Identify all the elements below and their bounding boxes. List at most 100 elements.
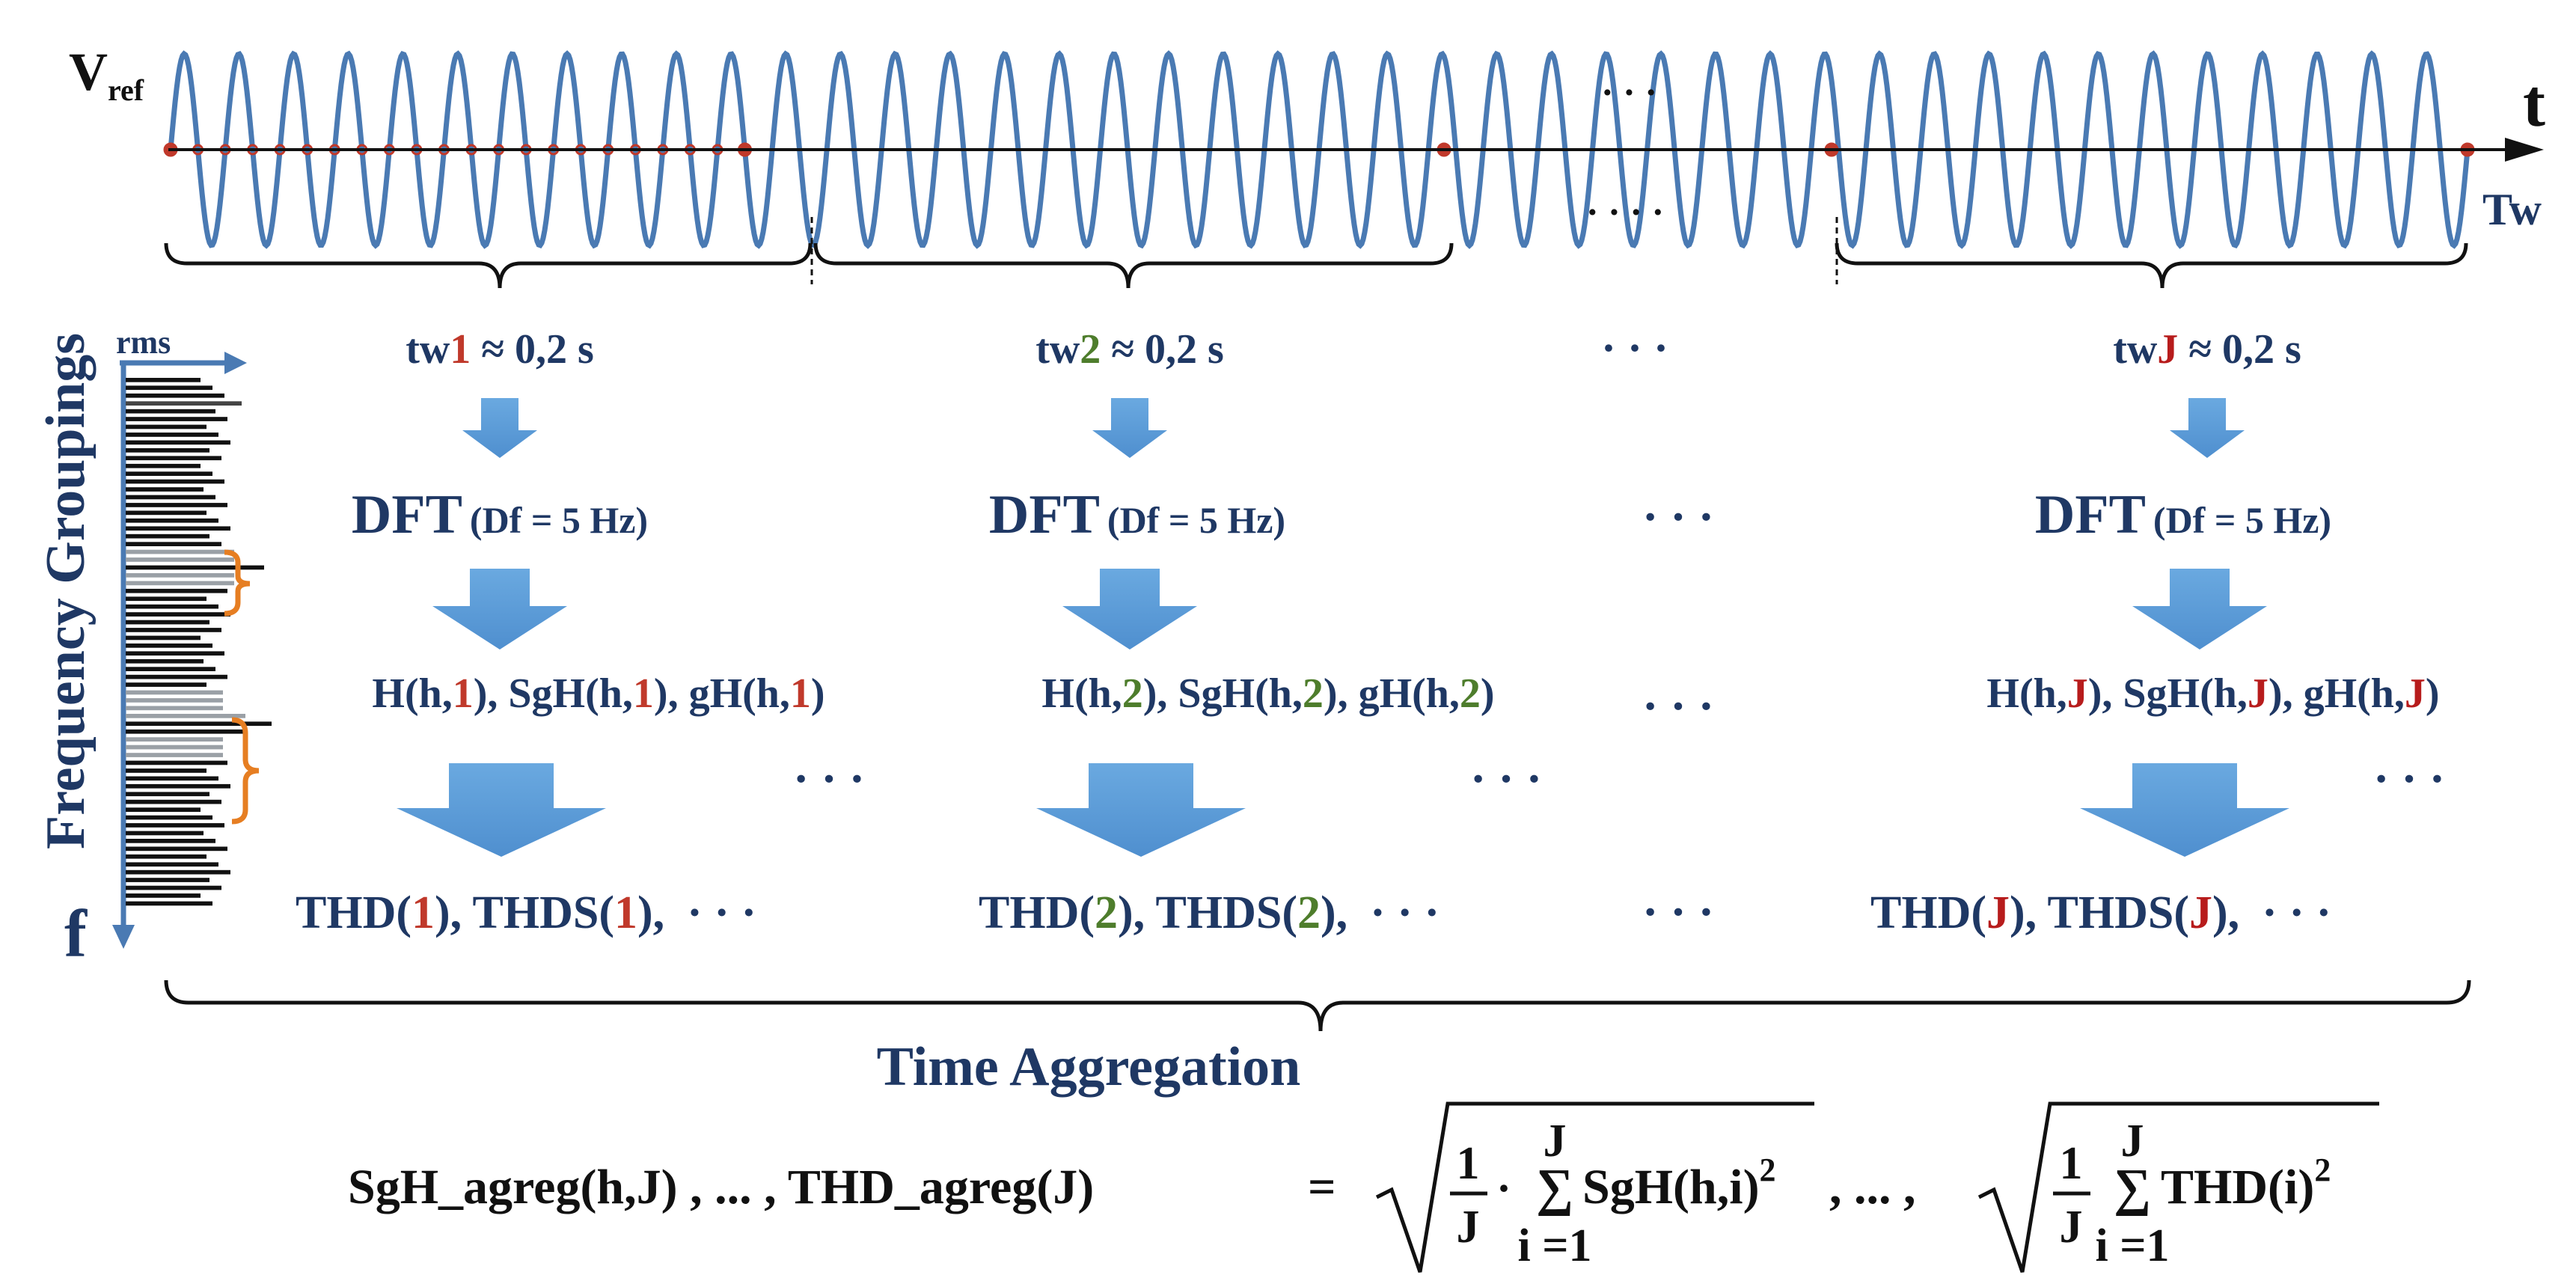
spectrum-bar — [126, 674, 227, 679]
sum-lower-1: i =1 — [1517, 1220, 1591, 1271]
aggregation-formula: SgH_agreg(h,J) , ... , THD_agreg(J) = 1 … — [348, 1101, 2379, 1273]
fraction-numerator-2: 1 — [2060, 1138, 2083, 1189]
window-brace-J — [1835, 242, 2468, 289]
spectrum-bar — [126, 644, 212, 648]
fraction-denominator-2: J — [2060, 1202, 2083, 1253]
spectrum-bar — [126, 401, 242, 406]
group-bracket-1 — [224, 549, 251, 617]
spectrum-bar — [126, 549, 234, 554]
spectrum-bar — [126, 714, 245, 718]
spectrum-bar — [126, 901, 212, 906]
harmonics-label-1: H(h,1), SgH(h,1), gH(h,1) — [372, 670, 824, 717]
gap-ellipsis-arrow-2: · · · — [1470, 752, 1542, 805]
spectrum-bar — [126, 557, 234, 562]
arrow-dft-harm-2 — [1062, 569, 1197, 649]
spectrum-bar — [126, 534, 209, 539]
spectrum-bar — [126, 440, 230, 445]
spectrum-bar — [126, 682, 206, 687]
fraction-denominator-1: J — [1457, 1202, 1480, 1253]
formula-separator: , ... , — [1829, 1160, 1916, 1214]
spectrum-bar — [126, 729, 245, 734]
arrow-harm-thd-J — [2080, 763, 2289, 857]
signal-ellipsis-bottom: · · · · — [1586, 191, 1664, 233]
spectrum-bars — [126, 378, 272, 906]
spectrum-bar — [126, 815, 212, 820]
rms-label: rms — [116, 324, 171, 361]
tw-label-1: tw1 ≈ 0,2 s — [406, 326, 594, 373]
spectrum-bar — [126, 620, 209, 625]
spectrum-bar — [126, 503, 227, 507]
group-bracket-2 — [231, 717, 260, 825]
arrow-tw-dft-J — [2170, 398, 2245, 458]
sum-upper-2: J — [2121, 1116, 2144, 1167]
spectrum-bar — [126, 862, 218, 867]
spectrum-bar — [126, 823, 224, 828]
spectrum-bar — [126, 393, 224, 398]
sum-upper-1: J — [1544, 1116, 1567, 1167]
spectrum-bar — [126, 596, 206, 602]
gap-ellipsis-arrow-1: · · · — [793, 752, 865, 805]
spectrum-bar — [126, 448, 209, 453]
spectrum-bar — [126, 807, 201, 812]
spectrum-bar — [126, 885, 221, 890]
frequency-axis-label: f — [64, 897, 88, 971]
spectrum-bar — [126, 854, 206, 859]
dft-label-1: DFT (Df = 5 Hz) — [352, 484, 648, 545]
spectrum-bar — [126, 635, 201, 641]
spectrum-bar — [126, 581, 234, 586]
window-column-2: tw2 ≈ 0,2 s DFT (Df = 5 Hz) H(h,2), SgH(h… — [979, 326, 1495, 938]
signal-ellipsis-top: · · · — [1601, 71, 1657, 113]
gap-ellipsis-tw: · · · — [1601, 323, 1668, 373]
spectrum-bar — [126, 628, 221, 632]
spectrum-bar — [126, 432, 218, 437]
time-axis-label: t — [2523, 67, 2545, 141]
spectrum-bar — [126, 588, 227, 593]
harmonics-label-2: H(h,2), SgH(h,2), gH(h,2) — [1041, 670, 1494, 717]
spectrum-bar — [126, 463, 201, 468]
spectrum-bar — [126, 471, 212, 476]
spectrum-bar — [126, 573, 234, 578]
sqrt-symbol-2 — [1977, 1101, 2379, 1273]
spectrum-bar — [126, 878, 209, 882]
spectrum-bar — [126, 721, 272, 727]
fraction-numerator-1: 1 — [1457, 1138, 1480, 1189]
spectrum-bar — [126, 526, 230, 531]
window-axis-label: Tw — [2482, 185, 2542, 234]
window-brace-2 — [813, 242, 1454, 289]
sum-symbol-1: ∑ — [1536, 1159, 1573, 1217]
gap-ellipsis-thd: · · · — [1642, 885, 1714, 938]
spectrum-bar — [126, 417, 227, 421]
frequency-axis-arrowhead — [112, 925, 135, 949]
spectrum-bar — [126, 385, 212, 391]
spectrum-bar — [126, 542, 221, 546]
formula-lhs: SgH_agreg(h,J) , ... , THD_agreg(J) — [348, 1160, 1094, 1214]
spectrum-bar — [126, 456, 221, 461]
spectrum-bar — [126, 612, 230, 617]
thd-label-1: THD(1), THDS(1), · · · — [296, 887, 756, 938]
dft-label-2: DFT (Df = 5 Hz) — [989, 484, 1285, 545]
arrow-tw-dft-1 — [462, 398, 537, 458]
spectrum-bar — [126, 409, 215, 414]
arrow-tw-dft-2 — [1092, 398, 1167, 458]
time-aggregation: Time Aggregation — [164, 979, 2471, 1098]
arrow-harm-thd-1 — [397, 763, 606, 857]
spectrum-bar — [126, 706, 223, 711]
spectrum-bar — [126, 698, 223, 703]
thd-label-2: THD(2), THDS(2), · · · — [979, 887, 1440, 938]
gap-ellipsis-dft: · · · — [1642, 490, 1714, 543]
window-brace-1 — [164, 242, 813, 289]
spectrum-bar — [126, 510, 206, 516]
time-axis-arrowhead — [2505, 138, 2544, 162]
sum-symbol-2: ∑ — [2114, 1159, 2151, 1217]
spectrum-bar — [126, 869, 230, 875]
spectrum-bar — [126, 745, 223, 750]
window-column-1: tw1 ≈ 0,2 s DFT (Df = 5 Hz) H(h,1), SgH(h… — [296, 326, 825, 938]
sum-term-1: SgH(h,i)2 — [1582, 1152, 1776, 1214]
window-column-J: twJ ≈ 0,2 s DFT (Df = 5 Hz) H(h,J), SgH(h… — [1870, 326, 2440, 938]
spectrum-bar — [126, 831, 204, 836]
gap-ellipses: · · · · · · · · · · · · · · · · · · · · … — [793, 323, 2445, 938]
spectrum-bar — [126, 690, 223, 695]
thd-label-J: THD(J), THDS(J), · · · — [1870, 887, 2331, 938]
